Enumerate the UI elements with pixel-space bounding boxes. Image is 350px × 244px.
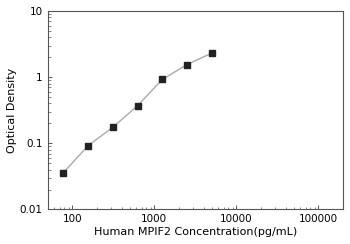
Y-axis label: Optical Density: Optical Density: [7, 68, 17, 153]
X-axis label: Human MPIF2 Concentration(pg/mL): Human MPIF2 Concentration(pg/mL): [94, 227, 297, 237]
